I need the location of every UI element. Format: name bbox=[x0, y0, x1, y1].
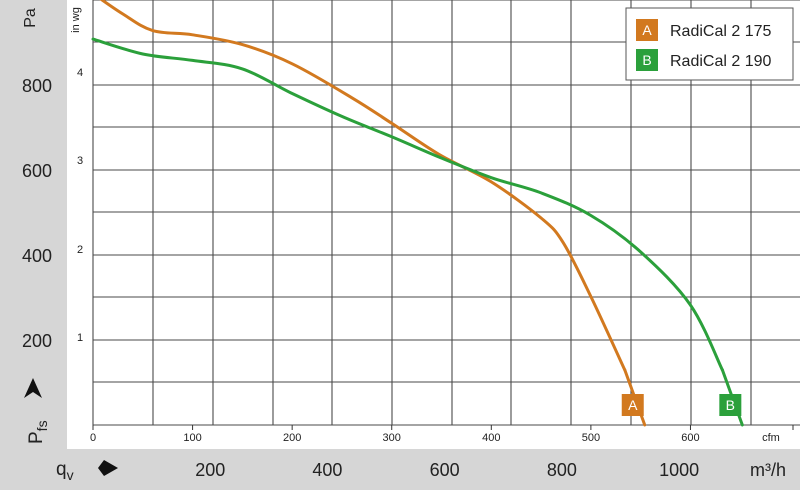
series-line-b bbox=[91, 37, 724, 372]
series-line-a bbox=[99, 0, 627, 372]
legend-badge-a bbox=[636, 19, 658, 41]
x-tick-label-cfm: 0 bbox=[90, 432, 96, 444]
inner-tick-label-inwg: 3 bbox=[77, 155, 83, 167]
x-tick-label-m3h: 200 bbox=[195, 460, 225, 480]
y-axis-arrow bbox=[24, 378, 42, 398]
x-tick-label-cfm: 200 bbox=[283, 432, 301, 444]
series-end-badge-letter: A bbox=[628, 397, 638, 413]
y-axis-label-main: P bbox=[26, 431, 47, 444]
y-axis-label-sub: fs bbox=[34, 420, 50, 431]
x-axis-unit-m3h: m³/h bbox=[750, 460, 786, 480]
inner-tick-label-inwg: 4 bbox=[77, 67, 83, 79]
grid-layer bbox=[92, 0, 800, 426]
series-end-badge-b bbox=[719, 394, 742, 416]
x-tick-label-m3h: 1000 bbox=[659, 460, 699, 480]
x-tick-label-cfm: 300 bbox=[383, 432, 401, 444]
legend-badge-letter: A bbox=[642, 22, 652, 38]
left-axis-band bbox=[0, 0, 67, 490]
inner-tick-label-inwg: 2 bbox=[77, 244, 83, 256]
legend-badge-b bbox=[636, 49, 658, 71]
series-end-badge-letter: B bbox=[726, 397, 735, 413]
x-tick-label-cfm: 400 bbox=[482, 432, 500, 444]
inner-tick-label-inwg: 1 bbox=[77, 332, 83, 344]
x-axis-arrow bbox=[98, 460, 118, 476]
x-axis-label-sub: v bbox=[67, 467, 74, 483]
axes-layer: 200 400 600 800 Pa Pfs 1 2 3 4 in wg 0 100 200 300 400 5… bbox=[22, 7, 794, 483]
y-tick-label-pa: 600 bbox=[22, 161, 52, 181]
legend-entry-label: RadiCal 2 190 bbox=[670, 53, 772, 70]
x-axis-label: qv bbox=[56, 459, 74, 483]
legend: A RadiCal 2 175 B RadiCal 2 190 bbox=[625, 7, 794, 81]
y-tick-label-pa: 400 bbox=[22, 246, 52, 266]
x-tick-label-m3h: 800 bbox=[547, 460, 577, 480]
x-axis-unit-cfm: cfm bbox=[762, 432, 780, 444]
y-tick-label-pa: 200 bbox=[22, 331, 52, 351]
x-tick-label-cfm: 600 bbox=[681, 432, 699, 444]
legend-badge-letter: B bbox=[642, 52, 651, 68]
y-axis-label: Pfs bbox=[26, 420, 50, 444]
x-tick-label-m3h: 400 bbox=[312, 460, 342, 480]
x-tick-label-m3h: 600 bbox=[430, 460, 460, 480]
series-end-badge-a bbox=[621, 394, 644, 416]
inner-axis-unit-inwg: in wg bbox=[70, 7, 82, 33]
y-axis-unit-pa: Pa bbox=[22, 8, 39, 28]
bottom-axis-band bbox=[0, 449, 800, 490]
x-tick-label-cfm: 100 bbox=[183, 432, 201, 444]
x-tick-label-cfm: 500 bbox=[582, 432, 600, 444]
y-tick-label-pa: 800 bbox=[22, 76, 52, 96]
legend-entry-label: RadiCal 2 175 bbox=[670, 23, 772, 40]
x-axis-label-main: q bbox=[56, 459, 67, 480]
